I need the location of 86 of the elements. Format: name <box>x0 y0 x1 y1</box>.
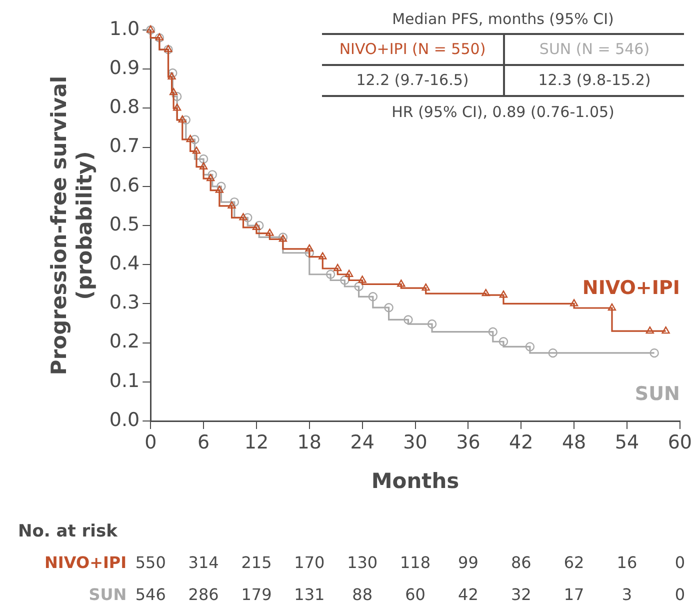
text: 546 286 179 131 88 60 42 32 17 3 0 <box>135 585 686 604</box>
x-tick-label: 12 <box>244 431 269 454</box>
point <box>228 201 236 209</box>
point <box>168 68 178 78</box>
y-tick-label: 0.1 <box>109 370 140 392</box>
point <box>172 92 182 102</box>
point <box>239 213 248 220</box>
point <box>243 213 252 222</box>
series-label: SUN <box>634 382 680 405</box>
point <box>178 115 186 123</box>
text: 550 314 215 170 130 118 99 86 62 16 0 <box>135 553 686 572</box>
point <box>650 348 659 358</box>
point <box>498 337 508 346</box>
point <box>216 182 226 191</box>
x-tick-label: 30 <box>403 431 428 454</box>
y-tick-label: 0.6 <box>109 174 140 196</box>
point <box>608 303 616 311</box>
point <box>384 303 394 312</box>
y-tick-label: 0.4 <box>109 252 140 275</box>
point <box>181 115 191 125</box>
point <box>488 327 498 336</box>
point <box>304 248 314 258</box>
point <box>646 326 654 334</box>
x-tick-label: 18 <box>297 431 322 454</box>
annotation: 12.2 (9.7-16.5) <box>355 70 470 91</box>
x-tick-label: 54 <box>614 431 640 454</box>
point <box>326 270 336 279</box>
point <box>345 270 354 277</box>
point <box>266 228 274 236</box>
y-tick-label: 0.7 <box>109 135 140 158</box>
point <box>254 220 264 230</box>
annotation: 12.3 (9.8-15.2) <box>537 70 652 91</box>
text: No. at risk <box>18 521 118 542</box>
y-tick-label: 0.3 <box>109 292 140 314</box>
x-tick-label: 6 <box>198 431 210 454</box>
y-tick-label: 0.9 <box>109 57 140 80</box>
point <box>482 288 490 296</box>
point <box>318 252 327 260</box>
x-tick-label: 24 <box>350 431 374 454</box>
text: NIVO+IPI <box>44 553 127 572</box>
point <box>334 264 342 272</box>
point <box>368 292 378 302</box>
point <box>168 72 176 80</box>
point <box>198 154 208 164</box>
x-tick-label: 48 <box>562 431 586 454</box>
point <box>427 319 437 329</box>
x-tick-label: 36 <box>456 431 480 454</box>
x-tick-label: 42 <box>509 431 534 454</box>
point <box>305 244 314 252</box>
annotation: NIVO+IPI (N = 550) <box>338 39 487 60</box>
point <box>169 88 178 96</box>
point <box>192 146 201 154</box>
y-axis-title: Progression-free survival (probability) <box>47 76 96 376</box>
point <box>354 282 364 292</box>
x-tick-label: 60 <box>668 431 692 454</box>
point <box>548 348 558 358</box>
point <box>252 222 261 230</box>
point <box>230 197 240 207</box>
point <box>340 276 350 285</box>
point <box>199 162 208 170</box>
y-tick-label: 0.8 <box>109 96 140 118</box>
annotation: HR (95% CI), 0.89 (0.76-1.05) <box>390 102 616 123</box>
point <box>173 104 182 111</box>
point <box>662 326 670 334</box>
point <box>397 280 406 287</box>
series-label: NIVO+IPI <box>582 277 680 300</box>
y-tick-label: 0.2 <box>109 330 140 353</box>
y-tick-label: 1.0 <box>109 18 140 40</box>
point <box>190 134 200 144</box>
x-tick-label: 0 <box>144 431 157 454</box>
point <box>358 276 366 283</box>
point <box>186 134 194 142</box>
point <box>215 186 224 193</box>
point <box>570 299 578 306</box>
x-axis-title: Months <box>371 468 460 493</box>
text: Median PFS, months (95% CI) <box>391 9 615 30</box>
point <box>422 283 430 291</box>
point <box>208 170 217 180</box>
point <box>206 174 215 182</box>
point <box>404 315 413 324</box>
y-tick-label: 0.0 <box>109 408 140 431</box>
point <box>525 342 535 352</box>
text: SUN <box>88 585 127 604</box>
point <box>499 290 508 298</box>
y-tick-label: 0.5 <box>109 213 140 236</box>
annotation: SUN (N = 546) <box>538 39 651 60</box>
